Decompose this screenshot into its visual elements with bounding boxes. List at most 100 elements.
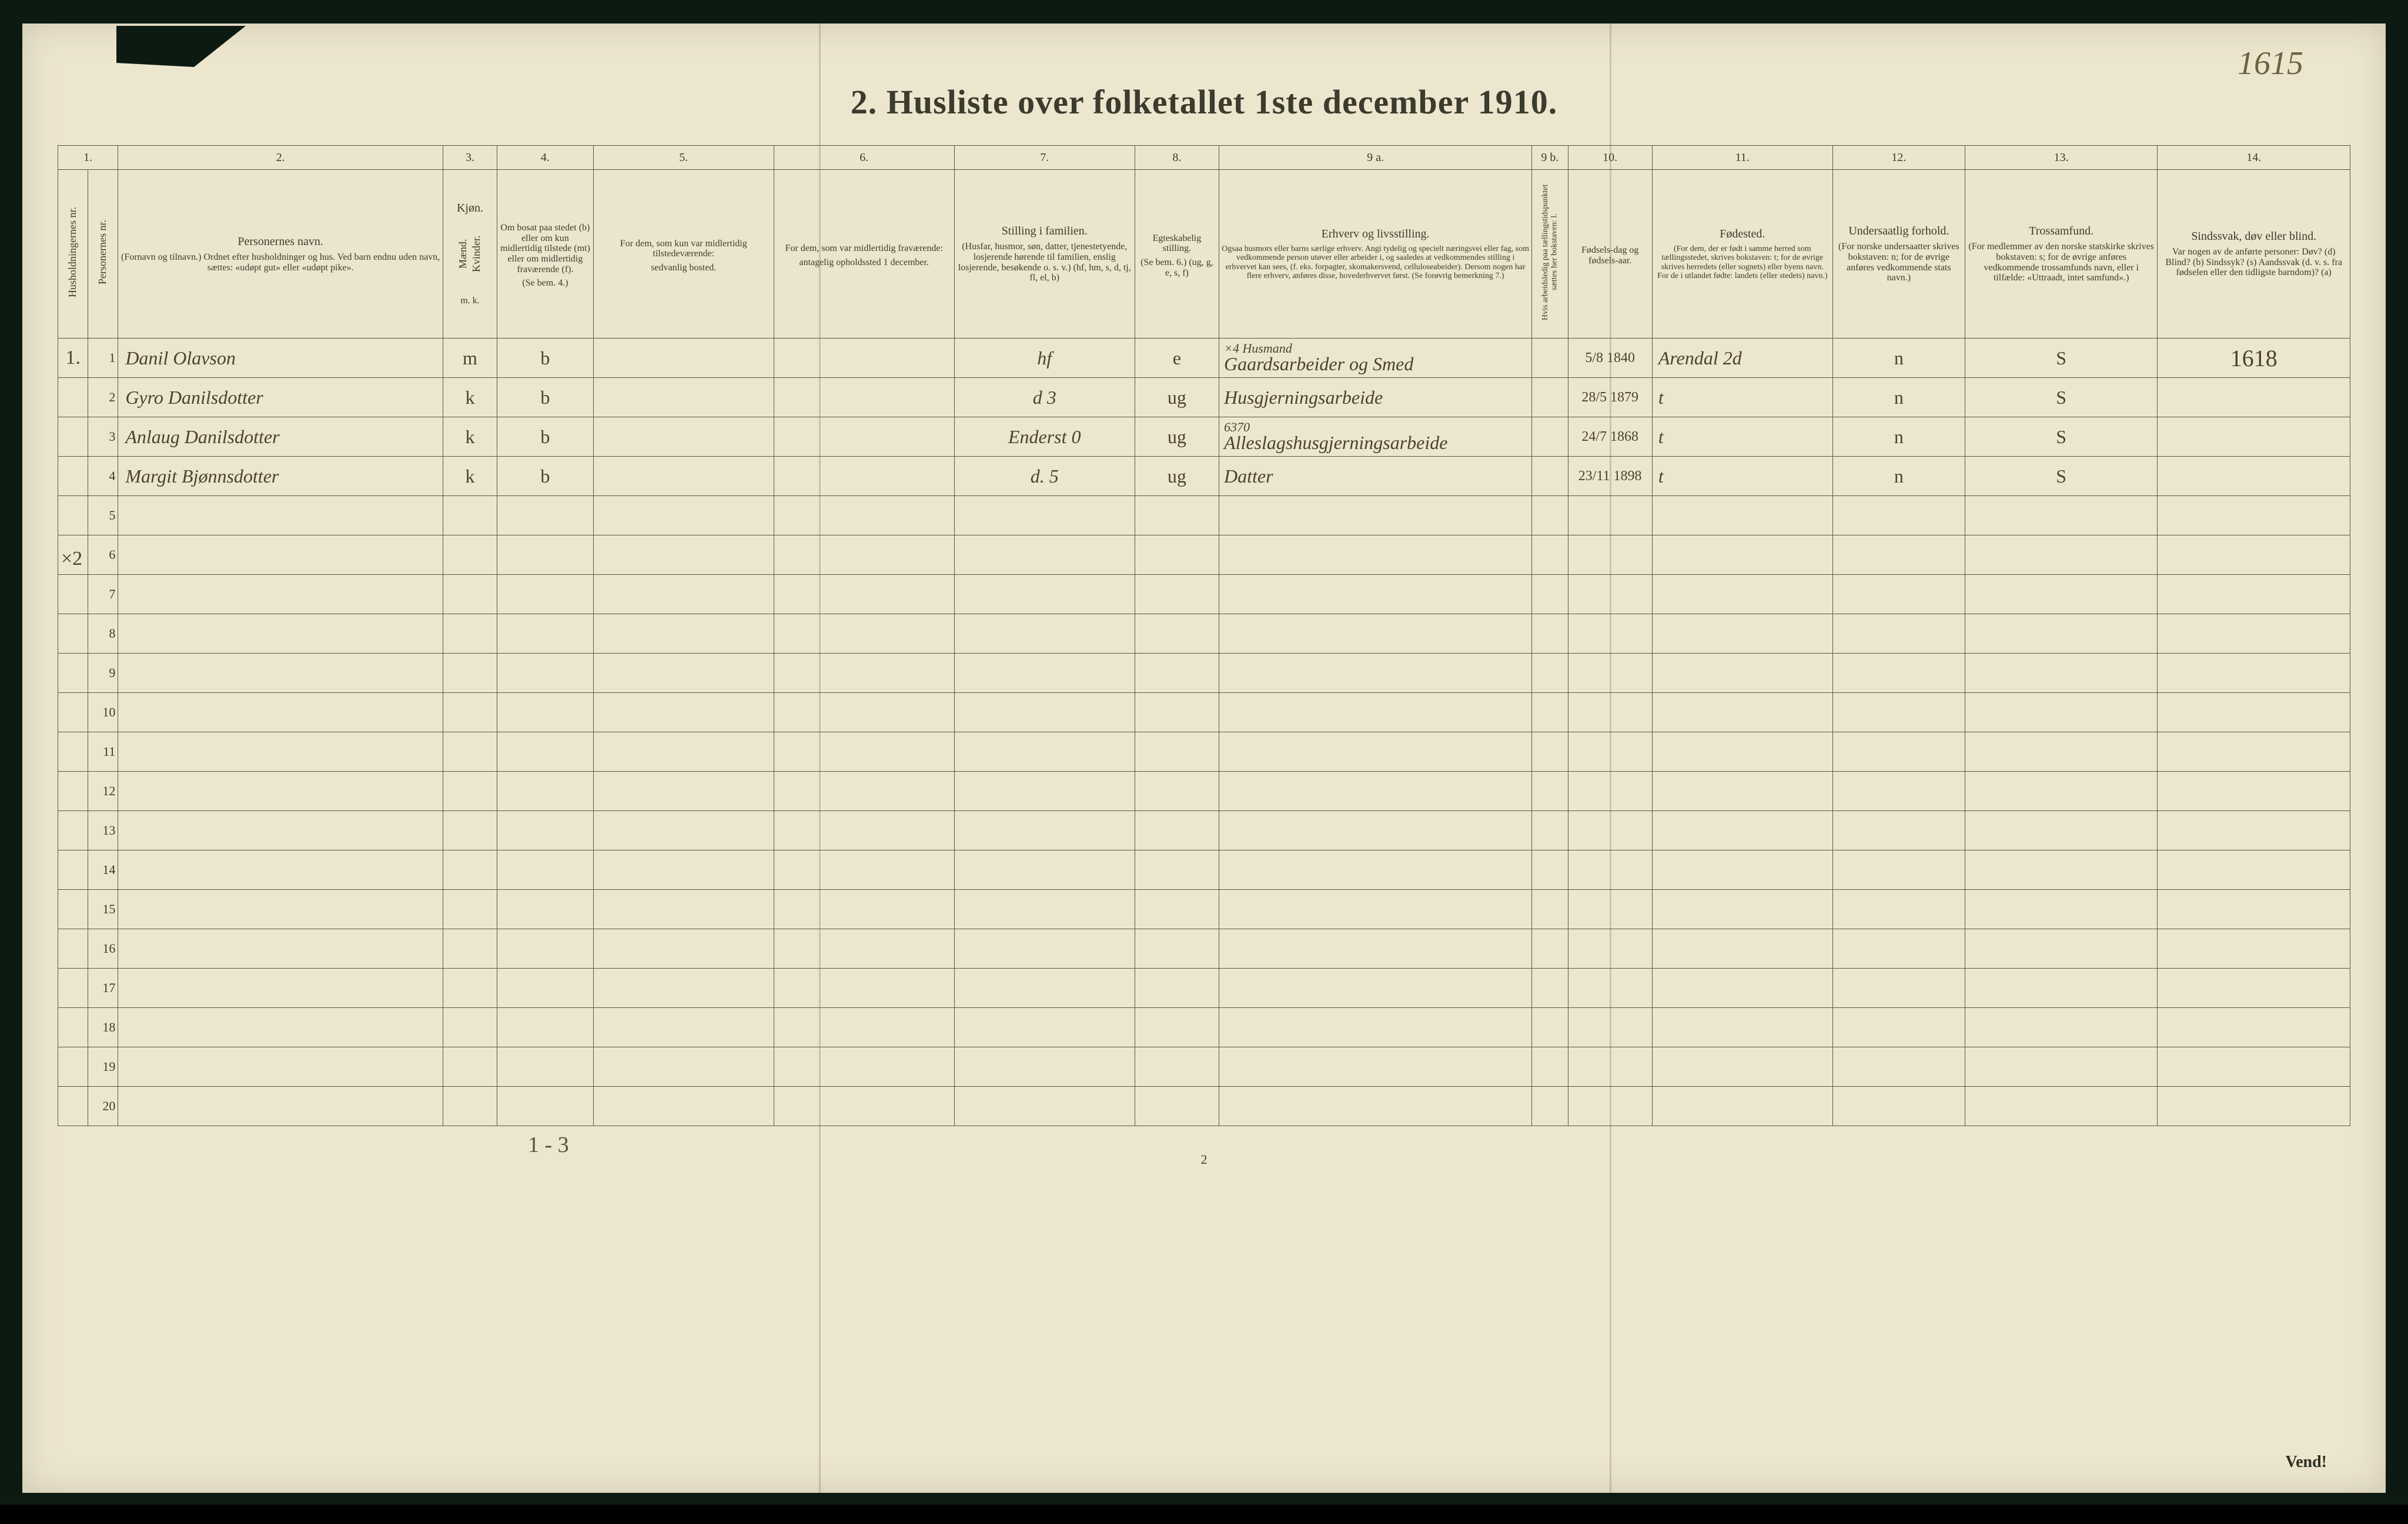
cell-empty [1532,496,1568,535]
cell-person-nr: 11 [88,732,118,772]
cell-empty [593,654,774,693]
cell-empty [1532,890,1568,929]
cell-empty [443,1008,497,1047]
cell-empty [2158,1087,2350,1126]
cell-occupation: Husgjerningsarbeide [1219,378,1532,417]
cell-empty [593,772,774,811]
cell-unemployed [1532,339,1568,378]
cell-empty [118,732,443,772]
header-temp-absent-note: antagelig opholdssted 1 december. [777,257,952,268]
cell-household-nr [58,811,88,850]
table-row-empty: 20 [58,1087,2350,1126]
cell-household-nr [58,850,88,890]
cell-empty [954,929,1135,969]
cell-empty [1532,772,1568,811]
cell-empty [1532,654,1568,693]
cell-birthplace: Arendal 2d [1652,339,1832,378]
cell-household-nr [58,496,88,535]
cell-empty [1652,850,1832,890]
cell-citizenship: n [1832,378,1965,417]
cell-empty [593,575,774,614]
cell-person-nr: 3 [88,417,118,457]
table-row-empty: 13 [58,811,2350,850]
cell-temp-present [593,378,774,417]
cell-empty [1219,614,1532,654]
cell-empty [774,929,954,969]
cell-person-nr: 1 [88,339,118,378]
cell-empty [774,890,954,929]
cell-empty [1532,732,1568,772]
cell-empty [118,850,443,890]
header-family-position: Stilling i familien. (Husfar, husmor, sø… [954,170,1135,339]
cell-empty [443,969,497,1008]
header-person-nr: Personernes nr. [88,170,118,339]
cell-household-nr [58,890,88,929]
cell-disability [2158,378,2350,417]
header-disability-title: Sindssvak, døv eller blind. [2191,230,2316,243]
header-temp-present: For dem, som kun var midlertidig tilsted… [593,170,774,339]
cell-household-nr [58,417,88,457]
cell-empty [593,614,774,654]
table-row-empty: 6 [58,535,2350,575]
cell-empty [118,614,443,654]
header-birthplace: Fødested. (For dem, der er født i samme … [1652,170,1832,339]
cell-empty [2158,1047,2350,1087]
cell-empty [774,1047,954,1087]
cell-person-nr: 12 [88,772,118,811]
cell-empty [954,693,1135,732]
cell-empty [954,1047,1135,1087]
cell-empty [1652,1087,1832,1126]
header-name-note: (Fornavn og tilnavn.) Ordnet efter husho… [121,252,440,273]
cell-empty [1652,772,1832,811]
cell-empty [1532,969,1568,1008]
cell-person-nr: 17 [88,969,118,1008]
cell-empty [118,772,443,811]
cell-person-nr: 5 [88,496,118,535]
cell-household-nr [58,969,88,1008]
cell-residence: b [497,457,594,496]
cell-birthplace: t [1652,417,1832,457]
cell-citizenship: n [1832,457,1965,496]
cell-empty [954,535,1135,575]
header-unemployed: Hvis arbeidsledig paa tællingstidspunkte… [1532,170,1568,339]
cell-empty [1219,575,1532,614]
header-disability-note: Var nogen av de anførte personer: Døv? (… [2160,247,2347,278]
cell-empty [593,811,774,850]
cell-empty [443,890,497,929]
cell-empty [1965,693,2157,732]
cell-person-nr: 10 [88,693,118,732]
cell-sex: m [443,339,497,378]
cell-empty [593,890,774,929]
cell-empty [593,929,774,969]
header-sex-sub: m. k. [446,296,494,306]
fold-line-2 [1610,24,1611,1493]
cell-empty [954,1087,1135,1126]
cell-sex: k [443,417,497,457]
header-temp-absent-text: For dem, som var midlertidig fraværende: [777,243,952,254]
cell-empty [1652,654,1832,693]
cell-empty [1832,1008,1965,1047]
cell-empty [1135,732,1219,772]
cell-household-nr: 1. [58,339,88,378]
cell-empty [1832,693,1965,732]
header-residence-note: (Se bem. 4.) [500,278,591,289]
cell-empty [1135,890,1219,929]
table-row-empty: 5 [58,496,2350,535]
cell-empty [1219,1008,1532,1047]
cell-empty [593,1087,774,1126]
cell-empty [954,772,1135,811]
table-row: 3Anlaug DanilsdotterkbEnderst 0ug6370All… [58,417,2350,457]
cell-empty [1135,535,1219,575]
cell-empty [1532,850,1568,890]
cell-empty [2158,654,2350,693]
cell-empty [774,614,954,654]
cell-person-nr: 6 [88,535,118,575]
cell-empty [443,929,497,969]
cell-empty [1965,614,2157,654]
header-citizenship-note: (For norske undersaatter skrives bokstav… [1835,242,1962,283]
header-religion: Trossamfund. (For medlemmer av den norsk… [1965,170,2157,339]
header-disability: Sindssvak, døv eller blind. Var nogen av… [2158,170,2350,339]
cell-empty [1965,772,2157,811]
header-temp-present-text: For dem, som kun var midlertidig tilsted… [596,239,771,259]
cell-empty [1832,496,1965,535]
